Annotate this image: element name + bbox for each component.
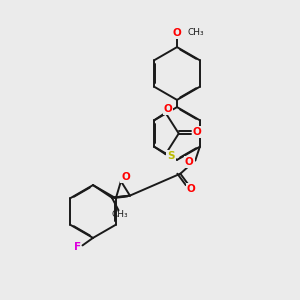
Text: O: O xyxy=(172,28,182,38)
Text: S: S xyxy=(167,151,175,161)
Text: O: O xyxy=(187,184,196,194)
Text: O: O xyxy=(185,157,194,167)
Text: O: O xyxy=(193,127,202,137)
Text: O: O xyxy=(121,172,130,182)
Text: O: O xyxy=(164,104,172,114)
Text: CH₃: CH₃ xyxy=(188,28,204,37)
Text: CH₃: CH₃ xyxy=(111,210,128,219)
Text: F: F xyxy=(74,242,81,252)
